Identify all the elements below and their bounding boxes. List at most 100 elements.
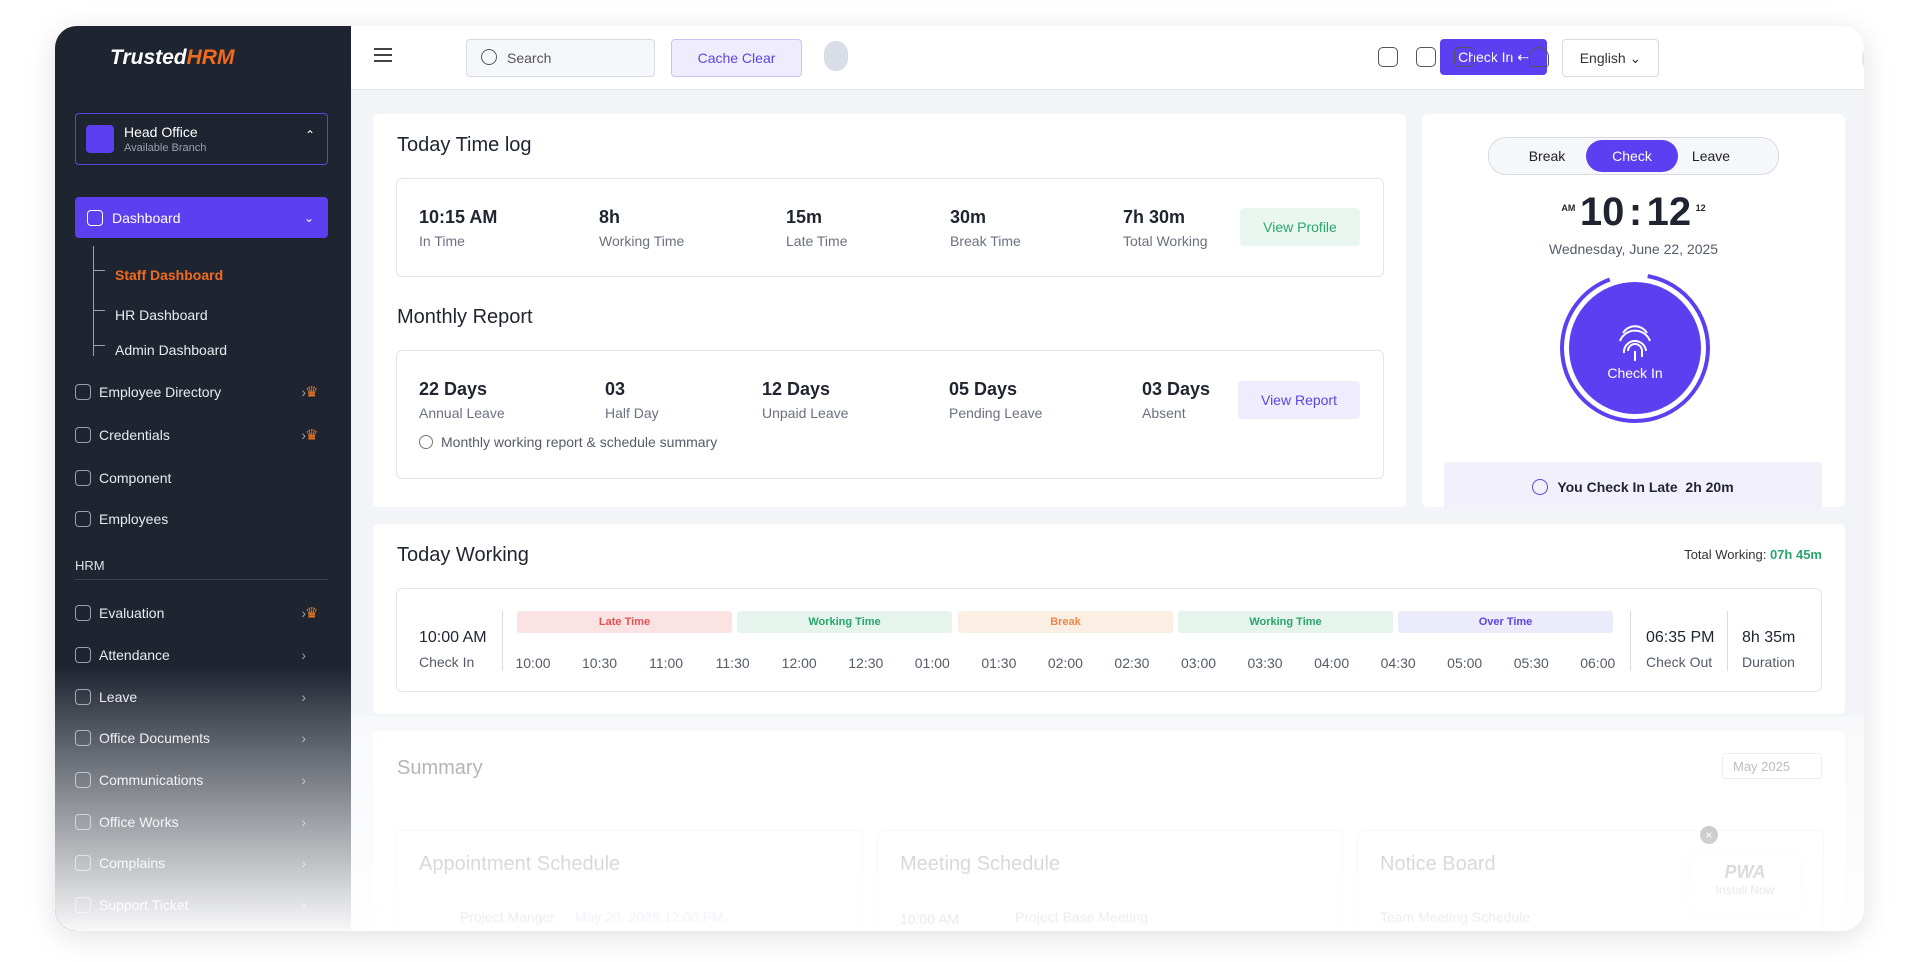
- logo-text: Trusted: [110, 46, 187, 69]
- check-in-dial[interactable]: Check In: [1558, 271, 1712, 425]
- stat-value: 22 Days: [419, 379, 488, 399]
- view-profile[interactable]: View Profile: [1240, 208, 1360, 246]
- late-value: 2h 20m: [1685, 478, 1734, 495]
- clock-tab[interactable]: Break: [1503, 140, 1591, 172]
- start-value: 10:00 AM: [419, 629, 487, 646]
- nav-icon: [75, 605, 91, 621]
- nav-icon: [75, 384, 91, 400]
- chevron: ›: [301, 814, 306, 830]
- nav-icon: [75, 897, 91, 913]
- hour-label: 11:30: [715, 655, 750, 671]
- pwa-label: Install Now: [1715, 883, 1775, 897]
- stat-label: Working Time: [599, 233, 685, 249]
- nav-item[interactable]: Credentials ♛ ›: [75, 423, 328, 447]
- stat-value: 8h: [599, 207, 621, 227]
- nav-item[interactable]: Attendance ›: [75, 643, 328, 667]
- timeline-segment: Working Time: [1178, 611, 1393, 633]
- nav-item[interactable]: Complains ›: [75, 851, 328, 875]
- sub-nav-label[interactable]: Admin Dashboard: [115, 342, 228, 358]
- sub-nav-label[interactable]: HR Dashboard: [115, 307, 208, 323]
- dial-label[interactable]: Check In: [1607, 365, 1662, 381]
- sub-nav: [93, 270, 105, 271]
- logo-text: HRM: [186, 46, 235, 69]
- stat-label: Absent: [1142, 405, 1186, 421]
- pwa-install[interactable]: PWA Install Now: [1690, 852, 1800, 912]
- view-report[interactable]: View Report: [1238, 381, 1360, 419]
- timeline-segment: Break: [958, 611, 1173, 633]
- nav-item[interactable]: Office Works ›: [75, 810, 328, 834]
- language-select[interactable]: English ⌄: [1562, 39, 1659, 77]
- sub-nav-label[interactable]: Staff Dashboard: [115, 267, 224, 283]
- button-label: Cache Clear: [697, 50, 776, 66]
- clock-card: Break Check Leave AM 10 : 12 12 Wednesday,…: [1422, 114, 1845, 511]
- timeline-segment: Working Time: [737, 611, 952, 633]
- nav-label: Complains: [99, 855, 166, 871]
- start-label: Check In: [419, 654, 475, 670]
- nav-icon: [75, 814, 91, 830]
- sub-card-title: Appointment Schedule: [419, 853, 621, 875]
- crown-icon: ♛: [305, 427, 319, 444]
- nav-item[interactable]: Support Ticket ›: [75, 893, 328, 917]
- stat-value: 10:15 AM: [419, 207, 498, 227]
- stat-label: Late Time: [786, 233, 848, 249]
- sidebar: TrustedHRM Head Office Available Branch …: [55, 26, 351, 931]
- nav-icon: [75, 427, 91, 443]
- branch-select[interactable]: Head Office Available Branch ⌃: [75, 113, 328, 165]
- nav-label: Evaluation: [99, 605, 165, 621]
- chevron: ›: [301, 384, 306, 400]
- stat: 03 Days Absent: [1142, 379, 1210, 421]
- section-label: HRM: [75, 558, 105, 573]
- hour-label: 11:00: [649, 655, 684, 671]
- report-note: Monthly working report & schedule summar…: [419, 434, 717, 450]
- clock-tab[interactable]: Check: [1586, 140, 1678, 172]
- search-box[interactable]: Search: [466, 39, 655, 77]
- top-icon[interactable]: [1416, 47, 1436, 67]
- stat-value: 03: [605, 379, 626, 399]
- nav-item[interactable]: Communications ›: [75, 768, 328, 792]
- chevron: ›: [301, 689, 306, 705]
- nav-label: Attendance: [99, 647, 170, 663]
- note-text: Monthly working report & schedule summar…: [441, 434, 718, 450]
- branch-sub: Available Branch: [124, 142, 207, 154]
- top-icon[interactable]: [1378, 47, 1398, 67]
- cache-clear[interactable]: Cache Clear: [671, 39, 802, 77]
- nav-item[interactable]: Leave ›: [75, 685, 328, 709]
- hour-label: 01:30: [981, 655, 1017, 671]
- stat: 05 Days Pending Leave: [949, 379, 1042, 421]
- duration-label: Duration: [1742, 654, 1795, 670]
- hour-label: 03:00: [1180, 655, 1217, 671]
- crown-icon: ♛: [305, 384, 319, 401]
- clock-tab[interactable]: Leave: [1667, 140, 1755, 172]
- timeline-segment: Late Time: [517, 611, 732, 633]
- nav-label: Component: [99, 470, 172, 486]
- stat-label: Break Time: [950, 233, 1021, 249]
- card-title: Summary: [397, 757, 483, 779]
- stat-label: In Time: [419, 233, 465, 249]
- hour-label: 04:30: [1380, 655, 1416, 671]
- stat-value: 05 Days: [949, 379, 1018, 399]
- month-picker[interactable]: May 2025: [1722, 753, 1822, 779]
- menu-toggle[interactable]: [374, 48, 392, 50]
- clock-sep: :: [1628, 190, 1643, 234]
- nav-icon: [75, 511, 91, 527]
- hour-label: 05:30: [1513, 655, 1549, 671]
- nav-item[interactable]: Employees: [75, 507, 328, 531]
- close-button[interactable]: ×: [1700, 826, 1718, 844]
- top-icon[interactable]: [1491, 47, 1511, 67]
- stat: 30m Break Time: [950, 207, 1021, 249]
- tab-label: Check: [1612, 148, 1652, 164]
- chevron: ›: [301, 647, 306, 663]
- sub-card-title: Notice Board: [1380, 853, 1496, 875]
- nav-item[interactable]: Office Documents ›: [75, 726, 328, 750]
- nav-item[interactable]: Employee Directory ♛ ›: [75, 380, 328, 404]
- top-icon[interactable]: [1529, 47, 1549, 67]
- nav-icon: [75, 855, 91, 871]
- chevron: ›: [301, 427, 306, 443]
- avatar[interactable]: [1862, 38, 1864, 80]
- nav-dashboard[interactable]: Dashboard ⌄: [75, 197, 328, 238]
- nav-item[interactable]: Component: [75, 466, 328, 490]
- item-title: Project Manger: [460, 909, 555, 925]
- top-icon[interactable]: [1454, 47, 1474, 67]
- nav-item[interactable]: Evaluation ♛ ›: [75, 601, 328, 625]
- robot-icon[interactable]: [824, 41, 848, 71]
